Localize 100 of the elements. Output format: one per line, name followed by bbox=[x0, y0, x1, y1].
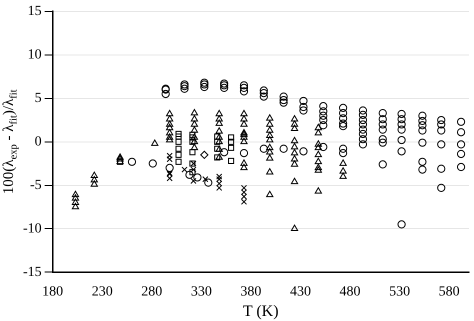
point bbox=[266, 148, 274, 155]
x-tick-label: 280 bbox=[141, 284, 162, 300]
point bbox=[116, 153, 124, 160]
point bbox=[228, 158, 234, 164]
point bbox=[314, 124, 322, 130]
point bbox=[166, 133, 174, 140]
point bbox=[266, 126, 274, 133]
point bbox=[166, 115, 174, 122]
point bbox=[116, 155, 124, 162]
point bbox=[202, 176, 208, 182]
point bbox=[190, 144, 198, 150]
point bbox=[148, 159, 157, 168]
point bbox=[216, 138, 223, 144]
point bbox=[190, 178, 196, 184]
point bbox=[266, 154, 274, 161]
point bbox=[290, 142, 298, 150]
point bbox=[216, 133, 223, 140]
point bbox=[189, 169, 196, 176]
y-tick-label: -10 bbox=[22, 221, 42, 236]
point bbox=[314, 150, 322, 158]
point bbox=[240, 129, 248, 136]
point bbox=[214, 134, 220, 140]
point bbox=[204, 178, 212, 187]
point bbox=[339, 172, 347, 179]
point bbox=[190, 120, 198, 127]
x-tick-label: 380 bbox=[240, 284, 262, 300]
point bbox=[128, 158, 136, 166]
point bbox=[190, 126, 198, 133]
point bbox=[339, 159, 347, 166]
y-tick-label: -5 bbox=[30, 178, 42, 193]
point bbox=[266, 190, 274, 198]
point bbox=[290, 136, 298, 144]
point bbox=[176, 152, 182, 158]
point bbox=[266, 136, 274, 142]
point bbox=[216, 127, 223, 134]
point bbox=[185, 170, 194, 179]
point bbox=[216, 110, 223, 116]
point bbox=[90, 172, 98, 178]
point bbox=[151, 139, 158, 146]
point bbox=[176, 158, 182, 165]
point bbox=[240, 120, 248, 127]
point bbox=[216, 153, 223, 160]
point bbox=[216, 119, 223, 126]
point bbox=[290, 160, 298, 167]
point bbox=[290, 124, 298, 132]
point bbox=[240, 159, 248, 166]
point bbox=[190, 138, 198, 144]
point bbox=[266, 168, 274, 175]
point bbox=[266, 120, 274, 127]
point bbox=[240, 130, 248, 138]
point bbox=[72, 202, 80, 210]
point bbox=[314, 129, 322, 136]
point bbox=[166, 156, 173, 162]
point bbox=[72, 190, 80, 198]
point bbox=[72, 198, 80, 205]
x-tick-label: 330 bbox=[190, 284, 212, 300]
point bbox=[290, 149, 298, 156]
point bbox=[266, 114, 274, 121]
point bbox=[189, 134, 196, 140]
y-axis-title: 100(λexp - λfit)/λfit bbox=[0, 89, 20, 194]
point bbox=[166, 110, 174, 116]
point bbox=[228, 134, 234, 140]
point bbox=[190, 109, 198, 116]
x-tick-label: 430 bbox=[290, 284, 311, 300]
point bbox=[166, 136, 174, 142]
point bbox=[176, 146, 182, 152]
y-tick-label: 5 bbox=[34, 91, 42, 106]
point bbox=[214, 146, 220, 152]
point bbox=[166, 152, 173, 159]
point bbox=[228, 144, 234, 151]
point bbox=[176, 130, 182, 138]
x-tick-label: 180 bbox=[42, 284, 64, 300]
point bbox=[314, 158, 322, 164]
point bbox=[72, 194, 80, 201]
point bbox=[193, 173, 202, 182]
point bbox=[314, 140, 322, 147]
point bbox=[314, 164, 322, 170]
point bbox=[216, 115, 223, 122]
point bbox=[339, 167, 347, 174]
point bbox=[90, 176, 98, 182]
point bbox=[166, 164, 174, 172]
point bbox=[240, 133, 248, 140]
point bbox=[240, 164, 248, 170]
point bbox=[266, 132, 274, 138]
x-tick-label: 480 bbox=[340, 284, 361, 300]
point bbox=[214, 138, 220, 145]
y-tick-label: -15 bbox=[22, 264, 42, 280]
point bbox=[200, 150, 208, 159]
point bbox=[189, 149, 196, 156]
point bbox=[166, 124, 174, 130]
y-tick-label: 15 bbox=[28, 4, 42, 20]
point bbox=[314, 187, 322, 194]
x-tick-label: 230 bbox=[92, 284, 113, 300]
point bbox=[314, 166, 322, 173]
point bbox=[290, 178, 298, 184]
x-tick-label: 580 bbox=[438, 284, 460, 300]
point bbox=[189, 132, 196, 138]
point bbox=[216, 146, 223, 152]
x-axis-title: T (K) bbox=[242, 303, 279, 320]
x-tick-label: 530 bbox=[389, 284, 410, 300]
